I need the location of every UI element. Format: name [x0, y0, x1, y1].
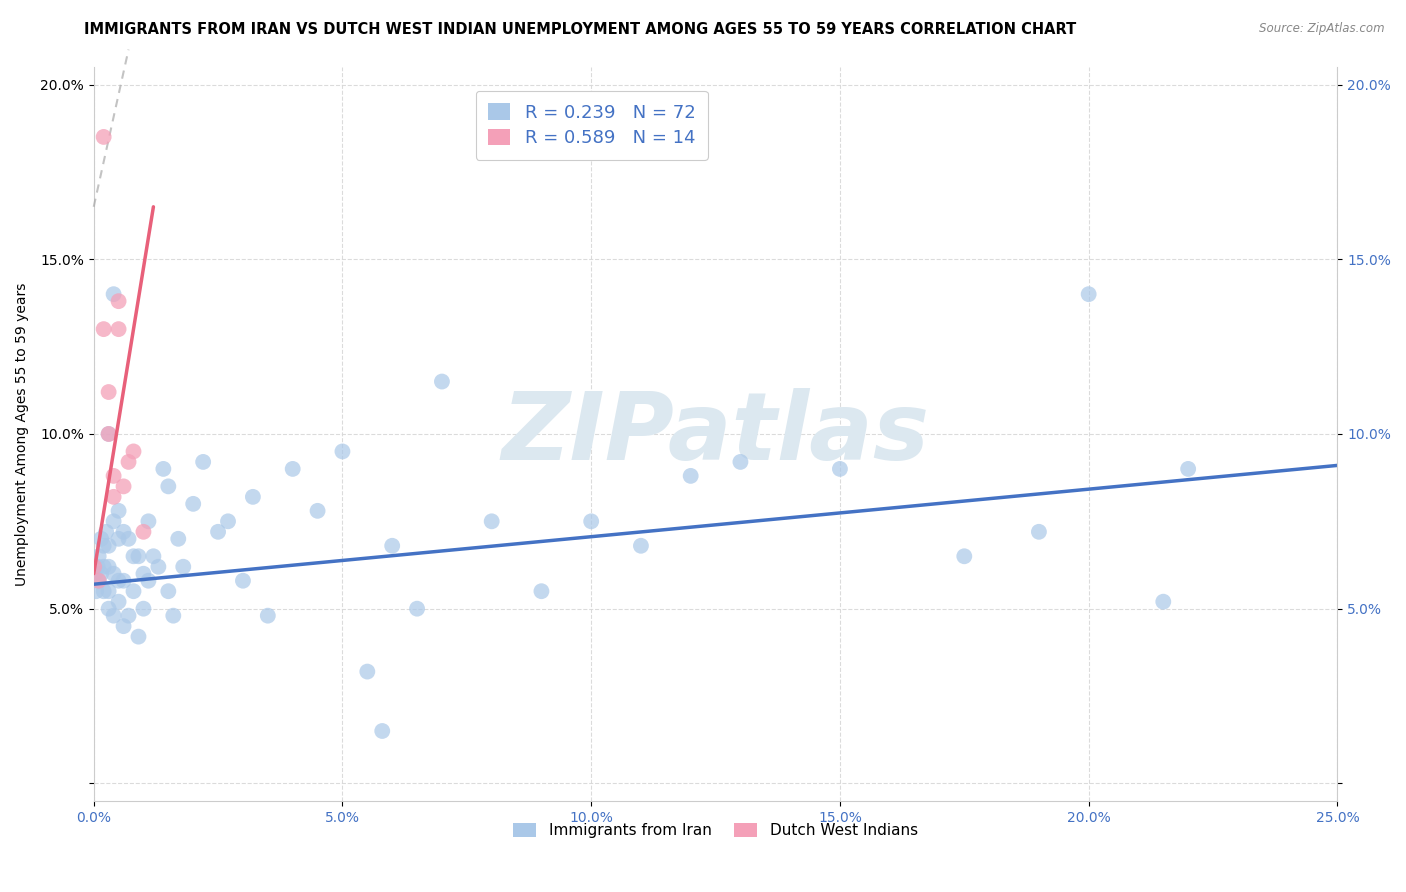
Point [630, 539, 652, 553]
Point [127, 549, 149, 564]
Point [117, 455, 139, 469]
Point [356, 665, 378, 679]
Point [97, 559, 120, 574]
Point [112, 574, 135, 588]
Point [112, 479, 135, 493]
Point [430, 375, 453, 389]
Point [83, 566, 105, 581]
Point [132, 524, 155, 539]
Point [191, 455, 214, 469]
Point [87, 574, 110, 588]
Point [107, 574, 129, 588]
Point [148, 559, 170, 574]
Point [117, 532, 139, 546]
Point [83, 559, 105, 574]
Point [107, 322, 129, 336]
Point [181, 497, 204, 511]
Point [93, 584, 115, 599]
Point [93, 130, 115, 145]
Point [103, 514, 125, 528]
Point [97, 426, 120, 441]
Point [97, 426, 120, 441]
Point [162, 608, 184, 623]
Point [107, 504, 129, 518]
Point [142, 549, 165, 564]
Text: IMMIGRANTS FROM IRAN VS DUTCH WEST INDIAN UNEMPLOYMENT AMONG AGES 55 TO 59 YEARS: IMMIGRANTS FROM IRAN VS DUTCH WEST INDIA… [84, 22, 1077, 37]
Point [381, 539, 404, 553]
Point [232, 574, 254, 588]
Point [107, 595, 129, 609]
Point [172, 559, 194, 574]
Point [93, 322, 115, 336]
Point [112, 619, 135, 633]
Point [94, 524, 117, 539]
Point [122, 444, 145, 458]
Point [103, 469, 125, 483]
Point [112, 524, 135, 539]
Point [127, 630, 149, 644]
Point [332, 444, 354, 458]
Point [152, 462, 174, 476]
Point [97, 584, 120, 599]
Point [103, 490, 125, 504]
Point [86, 559, 108, 574]
Point [307, 504, 329, 518]
Point [1077, 287, 1099, 301]
Point [97, 539, 120, 553]
Point [84, 584, 107, 599]
Point [530, 584, 553, 599]
Point [107, 532, 129, 546]
Point [1177, 462, 1199, 476]
Point [579, 514, 602, 528]
Point [167, 532, 190, 546]
Point [107, 294, 129, 309]
Point [122, 584, 145, 599]
Point [157, 479, 180, 493]
Point [138, 574, 160, 588]
Point [207, 524, 229, 539]
Point [1152, 595, 1174, 609]
Point [90, 566, 112, 581]
Point [87, 549, 110, 564]
Point [90, 532, 112, 546]
Point [132, 601, 155, 615]
Point [103, 608, 125, 623]
Point [103, 287, 125, 301]
Point [481, 514, 503, 528]
Point [828, 462, 851, 476]
Legend: Immigrants from Iran, Dutch West Indians: Immigrants from Iran, Dutch West Indians [508, 817, 924, 845]
Point [93, 539, 115, 553]
Point [1028, 524, 1050, 539]
Point [122, 549, 145, 564]
Point [371, 723, 394, 738]
Point [103, 566, 125, 581]
Point [281, 462, 304, 476]
Point [138, 514, 160, 528]
Point [97, 601, 120, 615]
Point [97, 384, 120, 399]
Point [730, 455, 752, 469]
Point [242, 490, 264, 504]
Point [406, 601, 429, 615]
Point [953, 549, 976, 564]
Point [256, 608, 278, 623]
Point [93, 559, 115, 574]
Point [217, 514, 239, 528]
Point [87, 574, 110, 588]
Point [679, 469, 702, 483]
Point [117, 608, 139, 623]
Point [157, 584, 180, 599]
Point [132, 566, 155, 581]
Y-axis label: Unemployment Among Ages 55 to 59 years: Unemployment Among Ages 55 to 59 years [15, 282, 30, 586]
Text: Source: ZipAtlas.com: Source: ZipAtlas.com [1260, 22, 1385, 36]
Text: ZIPatlas: ZIPatlas [502, 388, 929, 480]
